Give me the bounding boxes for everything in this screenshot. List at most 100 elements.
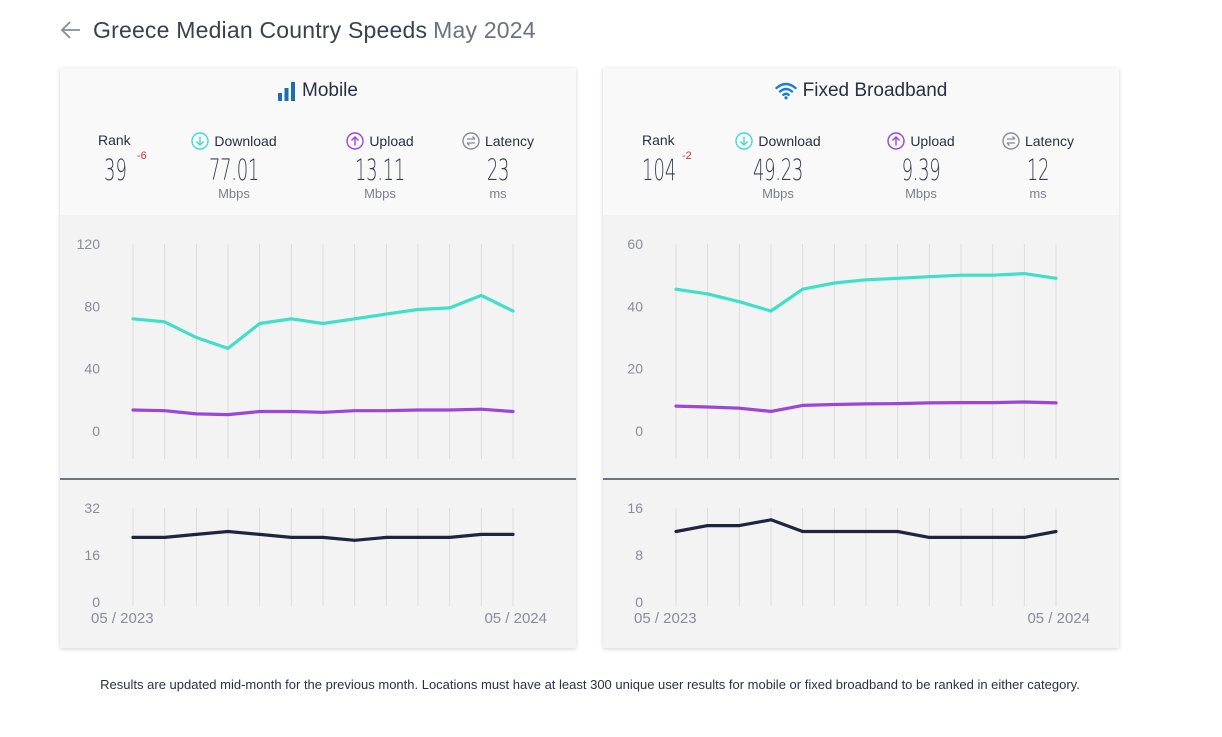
latency-point[interactable]: [959, 535, 963, 539]
download-point[interactable]: [289, 317, 293, 321]
latency-point[interactable]: [384, 535, 388, 539]
download-point[interactable]: [131, 317, 135, 321]
latency-point[interactable]: [131, 535, 135, 539]
latency-point[interactable]: [1054, 530, 1058, 533]
upload-point[interactable]: [163, 409, 167, 413]
y-tick-label: 32: [84, 500, 100, 516]
download-point[interactable]: [896, 276, 900, 280]
download-point[interactable]: [864, 278, 868, 282]
upload-point[interactable]: [832, 403, 836, 406]
latency-point[interactable]: [416, 535, 420, 539]
y-tick-label: 8: [635, 547, 643, 563]
download-point[interactable]: [1054, 276, 1058, 280]
y-tick-label: 0: [635, 594, 643, 610]
upload-point[interactable]: [801, 404, 805, 407]
download-point[interactable]: [801, 287, 805, 291]
upload-point[interactable]: [226, 413, 230, 417]
upload-point[interactable]: [353, 409, 357, 413]
latency-point[interactable]: [769, 518, 773, 522]
upload-point[interactable]: [131, 408, 135, 412]
upload-point[interactable]: [769, 409, 773, 413]
latency-point[interactable]: [194, 533, 198, 536]
download-point[interactable]: [927, 275, 931, 279]
download-point[interactable]: [479, 294, 483, 297]
latency-point[interactable]: [801, 530, 805, 533]
upload-point[interactable]: [448, 408, 452, 412]
upload-point[interactable]: [479, 407, 483, 411]
upload-label-text: Upload: [369, 133, 414, 149]
rank-value: 104: [642, 153, 677, 187]
x-start-label: 05 / 2023: [91, 610, 154, 627]
download-point[interactable]: [448, 306, 452, 310]
upload-label: Upload: [330, 132, 430, 150]
upload-point[interactable]: [416, 408, 420, 412]
download-point[interactable]: [769, 309, 773, 313]
latency-point[interactable]: [1022, 535, 1026, 539]
y-tick-label: 16: [84, 547, 100, 563]
mobile-card: Mobile Rank 39 -6 Download 77.01 Mbps Up…: [60, 68, 576, 648]
mobile-latency: Latency 23 ms: [458, 132, 538, 201]
upload-point[interactable]: [194, 412, 198, 416]
upload-point[interactable]: [896, 402, 900, 405]
fixed-rank: Rank 104 -2: [642, 132, 692, 186]
latency-point[interactable]: [927, 535, 931, 539]
download-point[interactable]: [674, 287, 678, 291]
latency-point[interactable]: [163, 535, 167, 539]
upload-point[interactable]: [674, 404, 678, 408]
upload-point[interactable]: [258, 410, 262, 413]
download-point[interactable]: [353, 317, 357, 321]
latency-point[interactable]: [896, 530, 900, 533]
latency-icon: [462, 132, 480, 150]
latency-point[interactable]: [832, 530, 836, 533]
latency-point[interactable]: [991, 535, 995, 539]
upload-point[interactable]: [1054, 401, 1058, 405]
latency-point[interactable]: [321, 535, 325, 539]
latency-point[interactable]: [448, 535, 452, 539]
latency-point[interactable]: [258, 533, 262, 536]
back-arrow-icon[interactable]: [60, 19, 82, 41]
latency-point[interactable]: [511, 533, 515, 536]
upload-point[interactable]: [511, 410, 515, 413]
fixed-chart: 0 20 40 60 0 8 16 05 / 2023 05 / 2024: [603, 236, 1119, 627]
upload-point[interactable]: [706, 405, 710, 409]
upload-point[interactable]: [864, 402, 868, 406]
download-unit: Mbps: [762, 186, 794, 201]
upload-point[interactable]: [991, 401, 995, 405]
latency-point[interactable]: [674, 530, 678, 533]
upload-point[interactable]: [737, 406, 741, 410]
fixed-latency: Latency 12 ms: [998, 132, 1078, 201]
download-point[interactable]: [959, 273, 963, 277]
download-label-text: Download: [758, 133, 821, 149]
download-point[interactable]: [384, 312, 388, 316]
upload-point[interactable]: [321, 410, 325, 414]
fixed-summary: Fixed Broadband Rank 104 -2 Download 49.…: [603, 68, 1119, 215]
upload-point[interactable]: [1022, 400, 1026, 404]
latency-point[interactable]: [864, 530, 868, 533]
download-point[interactable]: [194, 336, 198, 339]
upload-point[interactable]: [384, 409, 388, 413]
download-point[interactable]: [258, 322, 262, 325]
download-point[interactable]: [511, 309, 515, 313]
download-point[interactable]: [321, 322, 325, 325]
download-point[interactable]: [1022, 272, 1026, 276]
fixed-upload: Upload 9.39 Mbps: [871, 132, 971, 201]
upload-point[interactable]: [289, 410, 293, 413]
latency-point[interactable]: [289, 535, 293, 539]
latency-point[interactable]: [353, 538, 357, 542]
upload-point[interactable]: [927, 401, 931, 405]
latency-point[interactable]: [737, 524, 741, 528]
fixed-title-label: Fixed Broadband: [802, 80, 948, 101]
latency-point[interactable]: [706, 524, 710, 528]
download-point[interactable]: [163, 320, 167, 324]
download-point[interactable]: [706, 292, 710, 296]
download-point[interactable]: [737, 300, 741, 304]
latency-unit: ms: [489, 186, 507, 201]
download-point[interactable]: [991, 273, 995, 277]
download-point[interactable]: [416, 308, 420, 311]
latency-point[interactable]: [226, 530, 230, 533]
download-point[interactable]: [832, 281, 836, 285]
upload-point[interactable]: [959, 401, 963, 405]
download-point[interactable]: [226, 347, 230, 350]
latency-point[interactable]: [479, 533, 483, 536]
y-tick-label: 16: [627, 500, 643, 516]
